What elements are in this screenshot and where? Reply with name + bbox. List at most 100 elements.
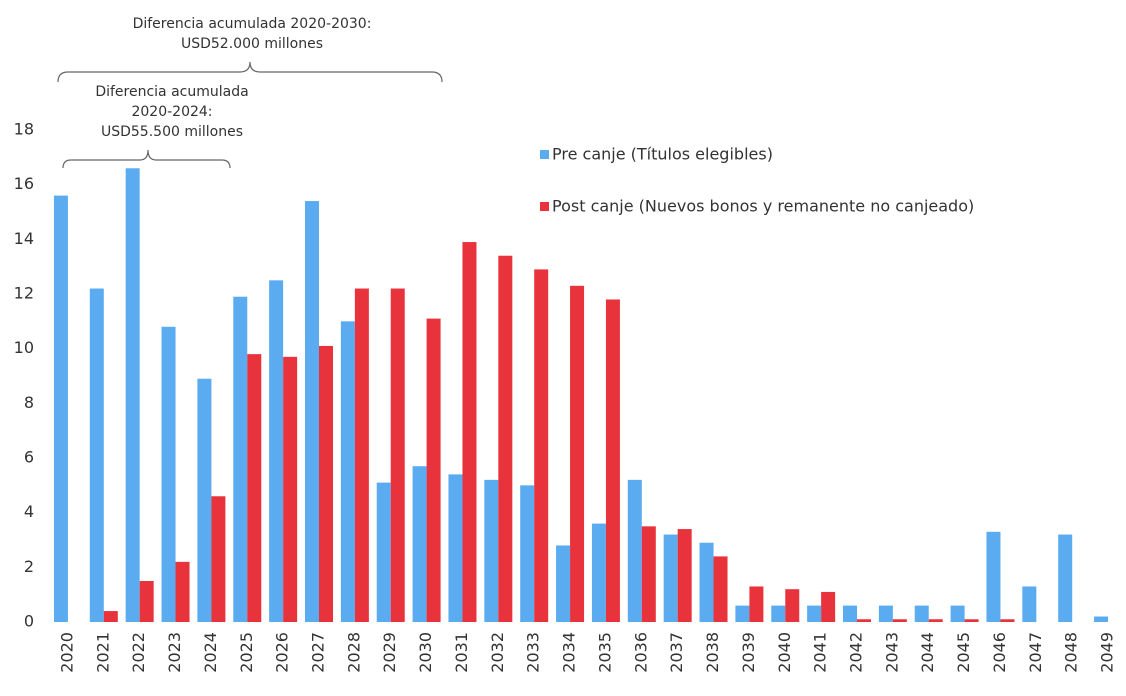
annotation: Diferencia acumulada [95,84,248,100]
x-tick-label: 2023 [165,632,184,673]
bar [125,168,140,622]
x-tick-label: 2043 [882,632,901,673]
x-tick-label: 2047 [1026,632,1045,673]
x-tick-label: 2036 [631,632,650,673]
bar [354,288,369,622]
annotation: USD52.000 millones [181,36,323,52]
y-tick-label: 4 [24,502,34,521]
x-tick-label: 2044 [918,632,937,673]
bar [807,605,822,622]
x-tick-label: 2045 [954,632,973,673]
bar [677,529,692,622]
bar [713,556,728,622]
bar [641,526,656,622]
x-tick-label: 2024 [201,632,220,673]
bar [699,542,714,622]
y-tick-label: 6 [24,448,34,467]
bar [426,318,441,622]
bar [1000,619,1015,622]
y-tick-label: 12 [14,284,34,303]
bar [591,523,606,622]
bar [843,605,857,622]
bar [211,496,226,622]
bar [376,482,391,622]
annotation: 2020-2024: [131,104,212,120]
brace [62,149,231,169]
bar [1058,534,1073,622]
x-tick-label: 2032 [488,632,507,673]
x-tick-label: 2037 [667,632,686,673]
bar [556,545,571,622]
x-tick-label: 2046 [990,632,1009,673]
bar [89,288,104,622]
brace [57,61,443,83]
bar [1022,586,1037,622]
x-tick-label: 2048 [1062,632,1081,673]
y-tick-label: 14 [14,229,34,248]
bar [283,356,298,622]
x-tick-label: 2031 [452,632,471,673]
x-tick-label: 2035 [595,632,614,673]
x-tick-label: 2026 [273,632,292,673]
x-tick-label: 2040 [775,632,794,673]
x-tick-label: 2039 [739,632,758,673]
bar [570,285,585,622]
bar [269,280,284,622]
x-tick-label: 2027 [309,632,328,673]
x-tick-label: 2020 [57,632,76,673]
x-tick-label: 2022 [129,632,148,673]
annotation: USD55.500 millones [101,124,243,140]
bar [53,195,68,622]
bar [175,561,190,622]
y-tick-label: 16 [14,174,34,193]
bar [771,605,786,622]
bar [892,619,907,622]
annotation: Diferencia acumulada 2020-2030: [133,16,372,32]
bar [534,269,549,622]
bar [627,479,642,622]
bar [247,354,262,622]
y-tick-label: 18 [14,120,34,139]
y-tick-label: 10 [14,338,34,357]
legend-swatch [540,202,549,211]
bar [928,619,943,622]
bar [103,611,118,622]
bar [305,201,319,623]
x-tick-label: 2029 [380,632,399,673]
bar [484,479,499,622]
bar [857,619,871,622]
bar [1094,616,1109,622]
legend-swatch [540,150,549,159]
bar [950,605,965,622]
bar [498,255,513,622]
bar [735,605,750,622]
x-tick-label: 2021 [93,632,112,673]
bar [914,605,929,622]
bar [412,466,427,622]
bar [663,534,678,622]
bar [986,531,1001,622]
x-tick-label: 2038 [703,632,722,673]
x-tick-label: 2049 [1098,632,1117,673]
y-tick-label: 0 [24,612,34,631]
bar [462,242,477,623]
bar [785,589,800,622]
x-tick-label: 2034 [560,632,579,673]
bar [161,326,176,622]
x-tick-label: 2025 [237,632,256,673]
bar [821,591,836,622]
bar [448,474,463,622]
legend-label: Pre canje (Títulos elegibles) [552,145,773,164]
x-tick-label: 2030 [416,632,435,673]
bar [749,586,764,622]
bar [390,288,405,622]
bar [139,581,154,622]
y-tick-label: 8 [24,393,34,412]
bar [520,485,535,622]
bar [878,605,893,622]
legend-label: Post canje (Nuevos bonos y remanente no … [552,197,974,216]
bar [233,296,248,622]
x-tick-label: 2041 [811,632,830,673]
